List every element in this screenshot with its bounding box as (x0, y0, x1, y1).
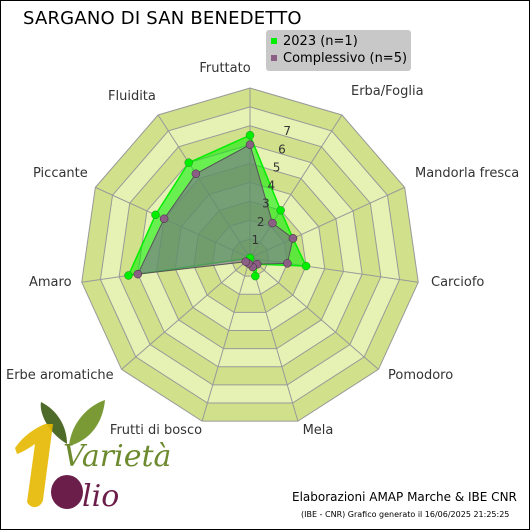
axis-label-10: Fluidita (108, 89, 156, 104)
axis-label-0: Fruttato (199, 61, 250, 76)
axis-label-6: Frutti di bosco (110, 423, 202, 438)
point-complessivo-8 (133, 269, 143, 279)
logo-word-olio: lio (82, 479, 119, 514)
point-2023-9 (151, 210, 160, 220)
chart-title: SARGANO DI SAN BENEDETTO (23, 8, 302, 29)
point-complessivo-9 (159, 214, 169, 224)
credit-main: Elaborazioni AMAP Marche & IBE CNR (292, 490, 517, 504)
legend-label-2023: 2023 (n=1) (283, 34, 358, 49)
axis-label-7: Erbe aromatiche (6, 368, 114, 383)
grid-spoke-7 (121, 257, 251, 370)
logo-olive (51, 475, 83, 509)
point-complessivo-7 (241, 257, 250, 266)
point-complessivo-3 (283, 259, 292, 268)
point-complessivo-1 (268, 218, 277, 228)
varieta-olio-logo: Varietà lio (15, 400, 171, 514)
point-2023-0 (245, 130, 255, 140)
axis-label-5: Mela (303, 423, 334, 438)
axis-label-8: Amaro (29, 275, 72, 290)
legend: 2023 (n=1) Complessivo (n=5) (266, 30, 411, 71)
axis-label-9: Piccante (33, 166, 88, 181)
axis-label-2: Mandorla fresca (415, 166, 519, 181)
logo-leaf-dark (40, 402, 67, 444)
point-2023-1 (276, 206, 285, 215)
radial-tick-6: 6 (278, 142, 286, 156)
point-2023-8 (124, 271, 133, 280)
point-2023-5 (251, 271, 260, 281)
axis-label-4: Pomodoro (388, 368, 453, 383)
credit-sub: (IBE - CNR) Grafico generato il 16/06/20… (301, 510, 510, 519)
point-complessivo-2 (288, 234, 298, 243)
radial-tick-3: 3 (262, 197, 270, 211)
point-2023-3 (301, 261, 311, 271)
radial-tick-2: 2 (257, 215, 265, 229)
legend-marker-complessivo (271, 55, 277, 61)
logo-number-one (15, 424, 53, 508)
radial-tick-1: 1 (252, 233, 260, 247)
legend-marker-2023 (271, 38, 277, 44)
radial-tick-5: 5 (273, 160, 281, 174)
point-complessivo-10 (191, 169, 201, 179)
point-2023-10 (184, 158, 193, 167)
legend-item-complessivo: Complessivo (n=5) (271, 51, 407, 66)
legend-item-2023: 2023 (n=1) (271, 34, 358, 49)
radial-tick-4: 4 (267, 179, 275, 193)
radial-tick-7: 7 (283, 124, 291, 138)
axis-label-1: Erba/Foglia (351, 84, 424, 99)
axis-label-3: Carciofo (431, 275, 484, 290)
point-complessivo-0 (245, 140, 255, 149)
legend-label-complessivo: Complessivo (n=5) (283, 51, 408, 66)
grid-spoke-5 (249, 257, 299, 422)
logo-word-varieta: Varietà (63, 439, 171, 474)
grid-spoke-6 (201, 257, 251, 422)
grid-spoke-4 (249, 257, 379, 370)
logo-leaf-light (69, 400, 105, 446)
